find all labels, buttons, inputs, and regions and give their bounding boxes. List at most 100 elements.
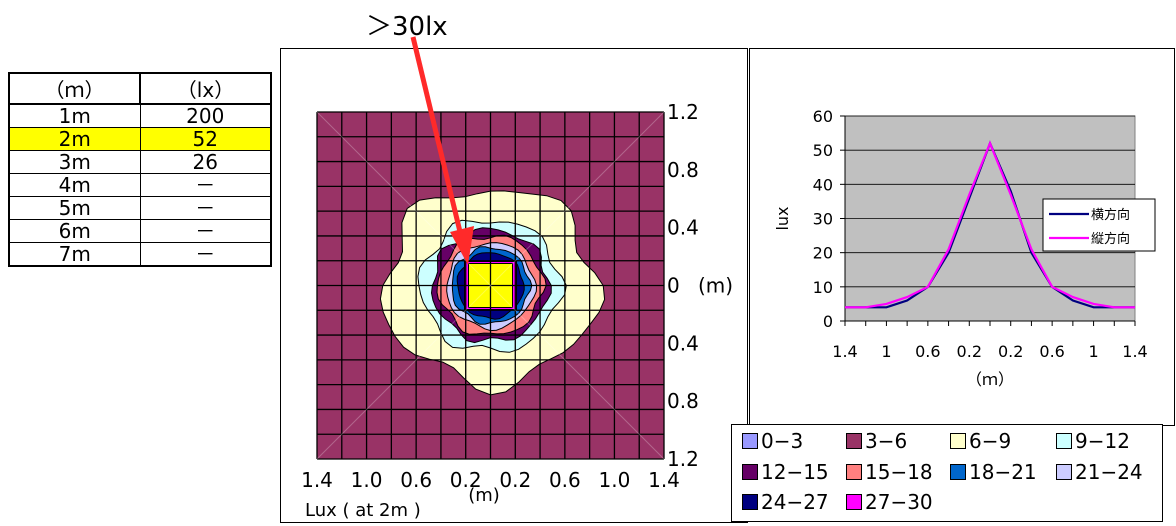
- legend-swatch: [1056, 433, 1072, 449]
- y-tick-label: 0: [823, 312, 833, 331]
- x-tick-label: 1.4: [1122, 342, 1147, 361]
- legend-label: 0−3: [761, 429, 804, 453]
- y-tick-label: 0.4: [667, 216, 699, 240]
- table-row: 5m －: [8, 196, 272, 220]
- legend-item: 6−9: [950, 430, 1011, 452]
- x-axis-label: （ｍ）: [966, 370, 1014, 389]
- distance-lux-table: （ｍ） （lx） 1m 200 2m 52 3m 26 4m － 5m － 6m － 7m －: [8, 72, 272, 267]
- legend-item: 0−3: [742, 430, 803, 452]
- legend-label: 12−15: [761, 460, 829, 484]
- lux-cell: －: [139, 196, 272, 220]
- x-tick-label: 0.2: [957, 342, 982, 361]
- y-tick-label: 40: [813, 175, 833, 194]
- legend-item: 15−18: [846, 461, 933, 483]
- legend-swatch: [1056, 464, 1072, 480]
- legend-label-1: 縦方向: [1091, 231, 1130, 247]
- lux-cell: －: [139, 173, 272, 197]
- table-row: 6m －: [8, 219, 272, 243]
- legend-label: 21−24: [1075, 460, 1143, 484]
- y-tick-label: 0.8: [667, 158, 699, 182]
- legend-label: 15−18: [865, 460, 933, 484]
- y-tick-label: 0.8: [667, 389, 699, 413]
- legend-item: 12−15: [742, 461, 829, 483]
- legend-swatch: [950, 464, 966, 480]
- lux-cell: －: [139, 242, 272, 267]
- diagonal-line: [316, 111, 665, 460]
- distance-cell: 7m: [8, 242, 141, 267]
- legend-item: 24−27: [742, 491, 829, 513]
- legend-swatch: [846, 494, 862, 510]
- x-tick-label: 0.6: [915, 342, 940, 361]
- legend-item: 9−12: [1056, 430, 1130, 452]
- x-tick-label: 0.6: [549, 468, 581, 492]
- legend-swatch: [742, 464, 758, 480]
- x-tick-label: 1.4: [648, 468, 680, 492]
- x-tick-label: 0.6: [1039, 342, 1064, 361]
- x-tick-label: 1: [1088, 342, 1098, 361]
- y-tick-label: 0.4: [667, 331, 699, 355]
- legend-label: 24−27: [761, 490, 829, 514]
- lux-cell: 26: [139, 150, 272, 174]
- distance-cell: 3m: [8, 150, 141, 174]
- distance-cell: 4m: [8, 173, 141, 197]
- x-unit-label: (m): [468, 485, 500, 506]
- table-row: 1m 200: [8, 103, 272, 128]
- legend-label-0: 横方向: [1091, 207, 1130, 223]
- series-line-1: [845, 140, 1135, 309]
- y-tick-label: 1.2: [667, 447, 699, 471]
- legend-item: 21−24: [1056, 461, 1143, 483]
- line-chart-frame: 0 10 20 30 40 50 60 1.4 1 0.6 0.2 0.2 0.6 1 1.4 lux （ｍ） 横…: [749, 48, 1175, 426]
- chart-caption: Lux ( at 2m ): [305, 500, 421, 521]
- lux-cell: 52: [139, 127, 272, 151]
- line-chart: 0 10 20 30 40 50 60 1.4 1 0.6 0.2 0.2 0.6 1 1.4 lux （ｍ） 横…: [773, 107, 1156, 389]
- legend-label: 6−9: [969, 429, 1012, 453]
- x-tick-label: 0.2: [499, 468, 531, 492]
- x-tick-label: 1.4: [301, 468, 333, 492]
- x-tick-label: 1.0: [599, 468, 631, 492]
- table-row: 2m 52: [8, 127, 272, 151]
- y-unit-label: (m): [698, 274, 733, 298]
- header-lux: （lx）: [139, 72, 272, 105]
- legend-swatch: [950, 433, 966, 449]
- contour-chart-frame: 1.4 1.0 0.6 0.2 0.2 0.6 1.0 1.4 1.2 0.8 0.4 0 0.4 0.8…: [280, 48, 748, 523]
- legend-item: 27−30: [846, 491, 933, 513]
- table-row: 3m 26: [8, 150, 272, 174]
- distance-cell: 6m: [8, 219, 141, 243]
- table-header-row: （ｍ） （lx）: [8, 72, 272, 105]
- y-tick-label: 1.2: [667, 100, 699, 124]
- distance-cell: 2m: [8, 127, 141, 151]
- x-tick-label: 0.2: [998, 342, 1023, 361]
- line-legend: [1042, 198, 1156, 252]
- diagonal-line: [316, 111, 665, 460]
- y-tick-label: 30: [813, 210, 833, 229]
- x-tick-label: 0.6: [400, 468, 432, 492]
- y-axis-label: lux: [773, 206, 792, 230]
- table-row: 7m －: [8, 242, 272, 267]
- legend-label: 27−30: [865, 490, 933, 514]
- legend-swatch: [846, 464, 862, 480]
- table-row: 4m －: [8, 173, 272, 197]
- lux-cell: －: [139, 219, 272, 243]
- legend-swatch: [742, 433, 758, 449]
- x-tick-label: 1: [881, 342, 891, 361]
- lux-cell: 200: [139, 103, 272, 128]
- distance-cell: 1m: [8, 103, 141, 128]
- y-tick-label: 60: [813, 107, 833, 126]
- legend-label: 9−12: [1075, 429, 1130, 453]
- legend-label: 18−21: [969, 460, 1037, 484]
- legend-swatch: [846, 433, 862, 449]
- contour-legend: 0−3 3−6 6−9 9−12 12−15 15−18 18−21 21−24 24−27 27…: [731, 424, 1163, 522]
- distance-cell: 5m: [8, 196, 141, 220]
- y-tick-label: 0: [667, 274, 680, 298]
- legend-item: 3−6: [846, 430, 907, 452]
- y-tick-label: 20: [813, 244, 833, 263]
- callout-label: ＞30lx: [366, 12, 448, 42]
- y-tick-label: 50: [813, 141, 833, 160]
- legend-item: 18−21: [950, 461, 1037, 483]
- y-tick-label: 10: [813, 278, 833, 297]
- legend-swatch: [742, 494, 758, 510]
- x-tick-label: 1.4: [832, 342, 857, 361]
- legend-label: 3−6: [865, 429, 908, 453]
- contour-chart: 1.4 1.0 0.6 0.2 0.2 0.6 1.0 1.41.20.80.400.40.8…: [301, 100, 733, 521]
- x-tick-label: 1.0: [351, 468, 383, 492]
